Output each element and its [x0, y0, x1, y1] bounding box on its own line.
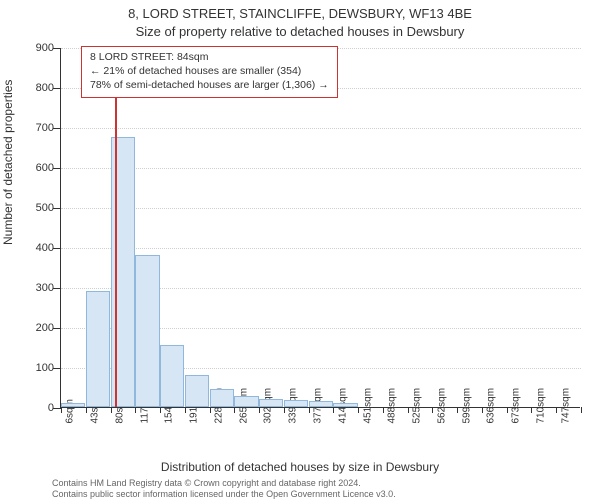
- x-tick: [86, 407, 87, 413]
- annotation-line-2: ← 21% of detached houses are smaller (35…: [90, 64, 329, 78]
- x-tick: [432, 407, 433, 413]
- x-tick: [333, 407, 334, 413]
- y-tick-label: 900: [36, 42, 54, 54]
- y-tick: [53, 48, 61, 49]
- gridline: [61, 248, 581, 249]
- chart-title-description: Size of property relative to detached ho…: [0, 24, 600, 39]
- annotation-line-1: 8 LORD STREET: 84sqm: [90, 50, 329, 64]
- histogram-bar: [259, 399, 283, 407]
- histogram-bar: [333, 403, 357, 407]
- y-tick-label: 400: [36, 242, 54, 254]
- x-tick: [309, 407, 310, 413]
- y-tick-label: 700: [36, 122, 54, 134]
- x-tick: [383, 407, 384, 413]
- y-tick-label: 600: [36, 162, 54, 174]
- chart-container: { "chart": { "type": "histogram", "title…: [0, 0, 600, 500]
- y-axis-label: Number of detached properties: [1, 80, 15, 245]
- x-axis-label: Distribution of detached houses by size …: [0, 460, 600, 474]
- x-tick: [111, 407, 112, 413]
- annotation-line-3: 78% of semi-detached houses are larger (…: [90, 78, 329, 92]
- x-tick: [581, 407, 582, 413]
- y-tick: [53, 408, 61, 409]
- y-tick-label: 800: [36, 82, 54, 94]
- histogram-bar: [160, 345, 184, 407]
- x-tick: [259, 407, 260, 413]
- x-tick: [210, 407, 211, 413]
- y-tick: [53, 128, 61, 129]
- gridline: [61, 208, 581, 209]
- histogram-bar: [185, 375, 209, 407]
- x-tick: [408, 407, 409, 413]
- x-tick: [507, 407, 508, 413]
- annotation-box: 8 LORD STREET: 84sqm ← 21% of detached h…: [81, 46, 338, 98]
- histogram-bar: [61, 403, 85, 407]
- y-tick: [53, 88, 61, 89]
- x-tick: [358, 407, 359, 413]
- histogram-bar: [210, 389, 234, 407]
- y-tick-label: 200: [36, 322, 54, 334]
- y-tick: [53, 208, 61, 209]
- chart-title-address: 8, LORD STREET, STAINCLIFFE, DEWSBURY, W…: [0, 6, 600, 21]
- y-tick-label: 500: [36, 202, 54, 214]
- x-tick: [234, 407, 235, 413]
- histogram-bar: [86, 291, 110, 407]
- histogram-bar: [284, 400, 308, 407]
- footer-line-1: Contains HM Land Registry data © Crown c…: [52, 478, 361, 488]
- y-tick: [53, 368, 61, 369]
- y-tick: [53, 288, 61, 289]
- gridline: [61, 128, 581, 129]
- y-tick: [53, 168, 61, 169]
- y-tick: [53, 328, 61, 329]
- x-tick: [185, 407, 186, 413]
- property-marker-line: [115, 47, 117, 407]
- x-tick: [482, 407, 483, 413]
- x-tick: [457, 407, 458, 413]
- histogram-bar: [234, 396, 258, 407]
- x-tick: [284, 407, 285, 413]
- footer-line-2: Contains public sector information licen…: [52, 489, 396, 499]
- x-tick: [135, 407, 136, 413]
- histogram-bar: [135, 255, 159, 407]
- y-tick-label: 0: [48, 402, 54, 414]
- histogram-bar: [309, 401, 333, 407]
- x-tick: [61, 407, 62, 413]
- y-tick-label: 300: [36, 282, 54, 294]
- y-tick: [53, 248, 61, 249]
- gridline: [61, 168, 581, 169]
- plot-area: 01002003004005006007008009006sqm43sqm80s…: [60, 48, 580, 408]
- x-tick: [556, 407, 557, 413]
- y-tick-label: 100: [36, 362, 54, 374]
- x-tick: [160, 407, 161, 413]
- x-tick: [531, 407, 532, 413]
